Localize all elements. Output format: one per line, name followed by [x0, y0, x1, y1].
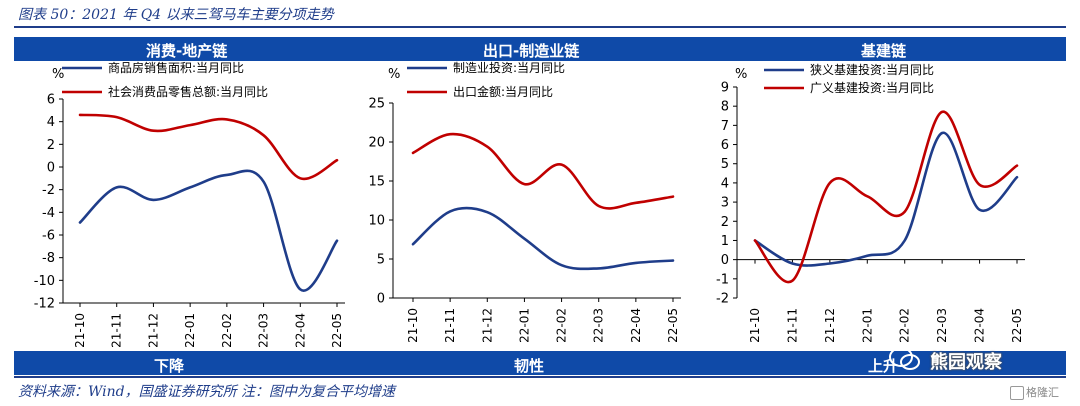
chart-2-legend-label-1: 制造业投资:当月同比: [453, 60, 565, 75]
chart-3-unit-label: %: [735, 67, 747, 82]
chart-2-x-tick-label: 21-11: [443, 308, 457, 343]
chart-1-x-tick-label: 22-05: [330, 313, 344, 348]
chart-2-y-tick-label: 10: [368, 214, 385, 229]
chart-1-series-2-line: [78, 113, 339, 181]
chart-3-y-tick-label: 6: [721, 138, 729, 153]
chart-1-x-tick-label: 22-01: [183, 313, 197, 348]
chart-3-x-tick-label: 22-05: [1010, 308, 1024, 343]
chart-3-x-tick-label: 22-01: [860, 308, 874, 343]
chart-2-y-tick-label: 25: [368, 97, 385, 112]
chart-3-x-tick-label: 21-11: [785, 308, 799, 343]
watermark-text: 熊园观察: [930, 352, 1002, 373]
chart-3-y-tick-label: 8: [721, 100, 729, 115]
chart-1-y-tick-label: 4: [47, 115, 55, 130]
chart-1-y-tick-label: -12: [34, 297, 55, 312]
chart-1-unit-label: %: [52, 67, 64, 82]
chart-3-y-tick-label: 7: [721, 119, 729, 134]
header-consumption-property: 消费-地产链: [146, 42, 228, 60]
chart-2-y-tick-label: 20: [368, 136, 385, 151]
chart-2-series-1-line: [411, 206, 675, 271]
chart-2-x-tick-label: 21-12: [480, 308, 494, 343]
chart-3-y-tick-label: -1: [716, 272, 729, 287]
header-infrastructure: 基建链: [861, 42, 907, 60]
chart-3-y-tick-label: 2: [721, 215, 729, 230]
wechat-logo-icon: [889, 347, 920, 370]
chart-1-series-1-line: [78, 169, 339, 292]
chart-3-series-1-line: [753, 131, 1019, 267]
chart-3-y-tick-label: -2: [716, 292, 729, 307]
chart-1-x-tick-label: 22-02: [220, 313, 234, 348]
figure-title: 图表 50：2021 年 Q4 以来三驾马车主要分项走势: [18, 7, 334, 23]
chart-1-y-tick-label: -10: [34, 274, 55, 289]
chart-3-legend-label-2: 广义基建投资:当月同比: [810, 80, 934, 95]
title-rule: [14, 26, 1066, 28]
chart-1-y-tick-label: 2: [47, 138, 55, 153]
chart-2-x-tick-label: 22-05: [666, 308, 680, 343]
chart-3-y-tick-label: 0: [721, 253, 729, 268]
chart-1-y-tick-label: -4: [42, 206, 55, 221]
chart-3-series-2-line: [753, 110, 1019, 284]
chart-1-x-tick-label: 22-04: [293, 313, 307, 348]
chart-3-x-tick-label: 21-10: [748, 308, 762, 343]
chart-1-x-tick-label: 21-11: [110, 313, 124, 348]
header-export-manufacturing: 出口-制造业链: [483, 42, 580, 60]
chart-1-legend-label-2: 社会消费品零售总额:当月同比: [108, 84, 268, 99]
chart-1-x-tick-label: 21-10: [73, 313, 87, 348]
chart-1-legend-label-1: 商品房销售面积:当月同比: [108, 60, 244, 75]
watermark-badge-label: 格隆汇: [1026, 386, 1059, 399]
chart-2-legend-label-2: 出口金额:当月同比: [453, 84, 553, 99]
source-rule: [14, 376, 1066, 378]
chart-1-y-tick-label: -8: [42, 251, 55, 266]
chart-1-y-tick-label: 0: [47, 161, 55, 176]
chart-1-y-tick-label: -2: [42, 183, 55, 198]
chart-3-y-tick-label: 4: [721, 176, 729, 191]
chart-1-y-tick-label: -6: [42, 229, 55, 244]
badge-icon: [1010, 386, 1024, 400]
chart-2-x-tick-label: 22-03: [592, 308, 606, 343]
chart-2-x-tick-label: 22-02: [555, 308, 569, 343]
chart-2-x-tick-label: 21-10: [406, 308, 420, 343]
chart-2-x-tick-label: 22-04: [629, 308, 643, 343]
chart-2-x-tick-label: 22-01: [517, 308, 531, 343]
chart-1-y-tick-label: 6: [47, 93, 55, 108]
chart-3-x-tick-label: 22-03: [935, 308, 949, 343]
chart-3-legend-label-1: 狭义基建投资:当月同比: [810, 62, 934, 77]
chart-3-x-tick-label: 22-04: [973, 308, 987, 343]
chart-2-y-tick-label: 5: [377, 253, 385, 268]
header-banner: 消费-地产链 出口-制造业链 基建链: [14, 37, 1066, 61]
chart-2-y-tick-label: 15: [368, 175, 385, 190]
chart-3-x-tick-label: 21-12: [823, 308, 837, 343]
chart-3-y-tick-label: 1: [721, 234, 729, 249]
chart-1-x-tick-label: 22-03: [257, 313, 271, 348]
chart-2-y-tick-label: 0: [377, 292, 385, 307]
footer-resilience: 韧性: [514, 357, 545, 375]
footer-decline: 下降: [154, 357, 185, 375]
chart-3-y-tick-label: 9: [721, 81, 729, 96]
chart-2-series-2-line: [411, 132, 675, 210]
chart-2-unit-label: %: [388, 67, 400, 82]
chart-3-y-tick-label: 3: [721, 196, 729, 211]
source-note: 资料来源：Wind，国盛证券研究所 注：图中为复合平均增速: [18, 384, 396, 400]
watermark-badge: 格隆汇: [1010, 384, 1059, 400]
chart-1-x-tick-label: 21-12: [146, 313, 160, 348]
chart-3-y-tick-label: 5: [721, 157, 729, 172]
chart-3-x-tick-label: 22-02: [898, 308, 912, 343]
